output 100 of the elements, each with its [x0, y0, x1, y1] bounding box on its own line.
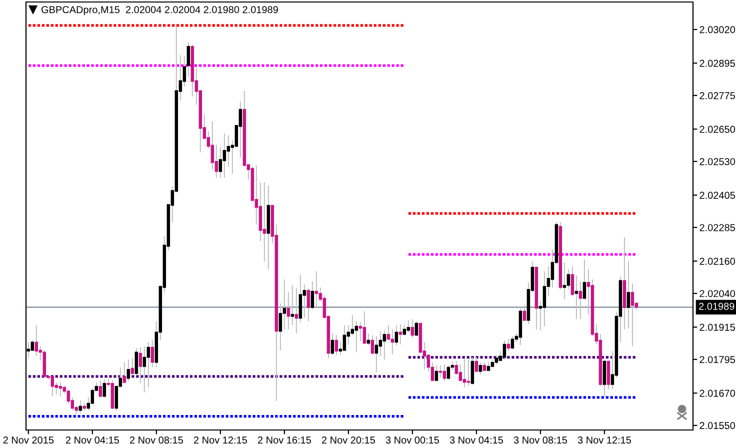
candlestick: [606, 360, 610, 390]
candlestick: [602, 358, 606, 397]
candlestick: [406, 320, 410, 333]
candlestick: [582, 258, 586, 300]
x-tick-label: 3 Nov 00:15: [386, 436, 439, 444]
chart-title: GBPCADpro,M15 2.02004 2.02004 2.01980 2.01989: [42, 6, 278, 16]
candlestick: [358, 322, 362, 342]
candlestick: [506, 338, 510, 352]
candlestick: [238, 100, 242, 158]
x-tick-label: 2 Nov 04:15: [66, 436, 119, 444]
candlestick: [438, 364, 442, 378]
candlestick: [390, 328, 394, 355]
candlestick: [398, 324, 402, 345]
candlestick: [90, 388, 94, 405]
candlestick: [310, 280, 314, 310]
candlestick: [626, 260, 630, 329]
candlestick: [494, 354, 498, 366]
candlestick: [258, 182, 262, 242]
candlestick: [462, 358, 466, 388]
x-tick-label: 2 Nov 08:15: [130, 436, 183, 444]
x-tick-label: 2 Nov 20:15: [322, 436, 375, 444]
candlestick: [218, 146, 222, 178]
candlestick: [414, 320, 418, 337]
candlestick: [102, 378, 106, 398]
candlestick: [386, 324, 390, 341]
x-tick-label: 2 Nov 2015: [3, 436, 54, 444]
candlestick: [574, 274, 578, 320]
candlestick: [134, 348, 138, 376]
candlestick: [210, 120, 214, 170]
candlestick: [566, 268, 570, 290]
candlestick: [186, 42, 190, 78]
candlestick: [78, 400, 82, 414]
y-tick-label: 2.02040: [700, 290, 736, 298]
candlestick: [130, 358, 134, 376]
y-tick-label: 2.03020: [700, 26, 736, 34]
candlestick: [278, 302, 282, 351]
y-tick-label: 2.02405: [700, 192, 735, 199]
candlestick: [578, 280, 582, 320]
candlestick: [478, 362, 482, 376]
candlestick: [290, 284, 294, 326]
y-tick-label: 2.02775: [700, 92, 735, 100]
candlestick: [50, 376, 54, 397]
candlestick: [334, 334, 338, 356]
candlestick: [262, 182, 266, 262]
x-tick-label: 3 Nov 08:15: [514, 436, 567, 444]
candlestick: [470, 356, 474, 385]
candlestick: [214, 144, 218, 178]
y-tick-label: 2.02285: [700, 224, 735, 232]
y-tick-label: 2.02650: [700, 126, 736, 133]
candlestick: [502, 340, 506, 360]
candlestick: [354, 320, 358, 353]
candlestick: [442, 364, 446, 382]
candlestick: [446, 364, 450, 380]
y-tick-label: 2.01670: [700, 390, 736, 397]
candlestick: [370, 334, 374, 355]
candlestick: [522, 304, 526, 322]
candlestick: [542, 270, 546, 327]
candlestick: [34, 324, 38, 357]
candlestick: [146, 342, 150, 388]
candlestick: [282, 278, 286, 330]
candlestick: [366, 332, 370, 346]
candlestick: [434, 364, 438, 382]
candlestick: [374, 336, 378, 373]
candlestick: [286, 292, 290, 330]
candlestick: [314, 270, 318, 309]
x-tick-label: 3 Nov 04:15: [450, 436, 503, 444]
candlestick: [142, 346, 146, 393]
candlestick: [474, 356, 478, 373]
candlestick: [138, 346, 142, 384]
candlestick: [226, 134, 230, 168]
candlestick: [510, 336, 514, 350]
y-tick-label: 2.02160: [700, 258, 736, 265]
x-tick-label: 2 Nov 12:15: [194, 436, 247, 444]
x-tick-label: 3 Nov 12:15: [578, 436, 632, 444]
candlestick: [410, 318, 414, 338]
candlestick: [298, 274, 302, 323]
ref-line-label: 2.01989: [699, 302, 734, 310]
candlestick: [306, 288, 310, 322]
candlestick: [382, 330, 386, 360]
candlestick: [58, 382, 62, 397]
x-tick-label: 2 Nov 16:15: [258, 436, 311, 444]
candlestick: [330, 332, 334, 356]
y-tick-label: 2.02895: [700, 60, 735, 67]
candlestick: [350, 314, 354, 336]
candlestick: [122, 362, 126, 384]
candlestick: [394, 324, 398, 346]
candlestick: [150, 340, 154, 368]
candlestick: [570, 266, 574, 297]
candlestick: [458, 364, 462, 382]
y-tick-label: 2.01550: [700, 422, 736, 430]
candlestick: [342, 324, 346, 352]
candlestick: [302, 284, 306, 318]
y-tick-label: 2.02530: [700, 158, 736, 166]
y-tick-label: 2.01795: [700, 356, 735, 364]
candlestick: [378, 330, 382, 357]
candlestick: [222, 132, 226, 178]
candlestick: [126, 358, 130, 382]
y-tick-label: 2.01915: [700, 324, 735, 331]
candlestick: [562, 262, 566, 300]
candlestick: [630, 282, 634, 347]
